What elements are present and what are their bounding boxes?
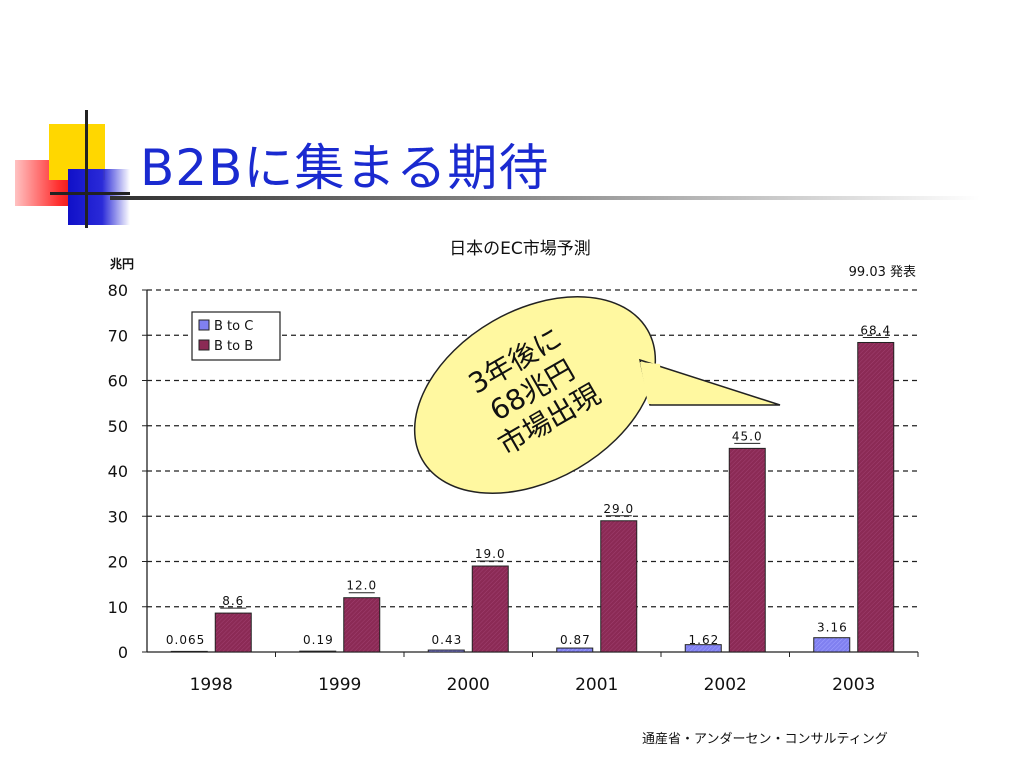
data-label: 1.62 — [689, 633, 720, 647]
x-tick-label: 1999 — [318, 675, 361, 695]
x-tick-label: 2001 — [575, 675, 618, 695]
legend-label: B to B — [214, 339, 253, 354]
data-label: 45.0 — [732, 429, 763, 443]
bar-btob — [471, 565, 509, 653]
source-note: 通産省・アンダーセン・コンサルティング — [642, 732, 888, 747]
legend-swatch — [198, 339, 210, 351]
bar-btoc — [427, 649, 465, 653]
bar-btob — [857, 341, 895, 653]
bar-btoc — [299, 650, 337, 653]
data-labels: 0.065 8.6 0.19 12.0 0.43 19.0 0.87 29.0 1.62 45.0… — [166, 323, 891, 647]
title-underline — [110, 196, 980, 200]
y-tick-label: 30 — [108, 507, 128, 526]
y-tick-label: 20 — [108, 553, 128, 572]
y-tick-label: 40 — [108, 462, 128, 481]
x-tick-label: 2000 — [447, 675, 490, 695]
data-label: 0.065 — [166, 633, 205, 647]
y-axis-unit-label: 兆円 — [110, 256, 134, 271]
legend: B to C B to B — [191, 311, 281, 361]
bar-btob — [728, 447, 766, 653]
decorative-horizontal-line — [50, 192, 130, 195]
slide-title: B2Bに集まる期待 — [140, 139, 550, 197]
y-tick-label: 80 — [108, 281, 128, 300]
bar-btob — [214, 612, 252, 653]
x-tick-label: 1998 — [190, 675, 233, 695]
chart-title: 日本のEC市場予測 — [449, 239, 591, 259]
data-label: 3.16 — [817, 621, 848, 635]
legend-label: B to C — [214, 319, 253, 334]
bar-btoc — [813, 637, 851, 653]
data-label: 0.43 — [432, 633, 463, 647]
bars — [170, 341, 895, 653]
bar-btob — [343, 597, 381, 653]
data-label: 0.87 — [560, 633, 591, 647]
data-label: 68.4 — [860, 323, 891, 337]
y-tick-label: 10 — [108, 598, 128, 617]
bar-btoc — [556, 647, 594, 653]
y-tick-label: 70 — [108, 326, 128, 345]
data-label: 29.0 — [603, 502, 634, 516]
callout-joint — [640, 362, 662, 404]
legend-swatch — [198, 319, 210, 331]
data-label: 19.0 — [475, 547, 506, 561]
bar-btoc — [684, 644, 722, 653]
callout-ellipse — [413, 296, 657, 494]
bar-btoc — [170, 650, 208, 653]
data-label: 0.19 — [303, 633, 334, 647]
data-label: 8.6 — [222, 594, 244, 608]
y-tick-label: 60 — [108, 372, 128, 391]
decorative-vertical-line — [85, 110, 88, 228]
x-tick-label: 2003 — [832, 675, 875, 695]
x-tick-label: 2002 — [704, 675, 747, 695]
grid-lines — [147, 289, 918, 608]
data-label: 12.0 — [346, 579, 377, 593]
date-note: 99.03 発表 — [849, 265, 916, 280]
y-tick-label: 50 — [108, 417, 128, 436]
y-tick-label: 0 — [118, 643, 128, 662]
bar-btob — [600, 520, 638, 653]
